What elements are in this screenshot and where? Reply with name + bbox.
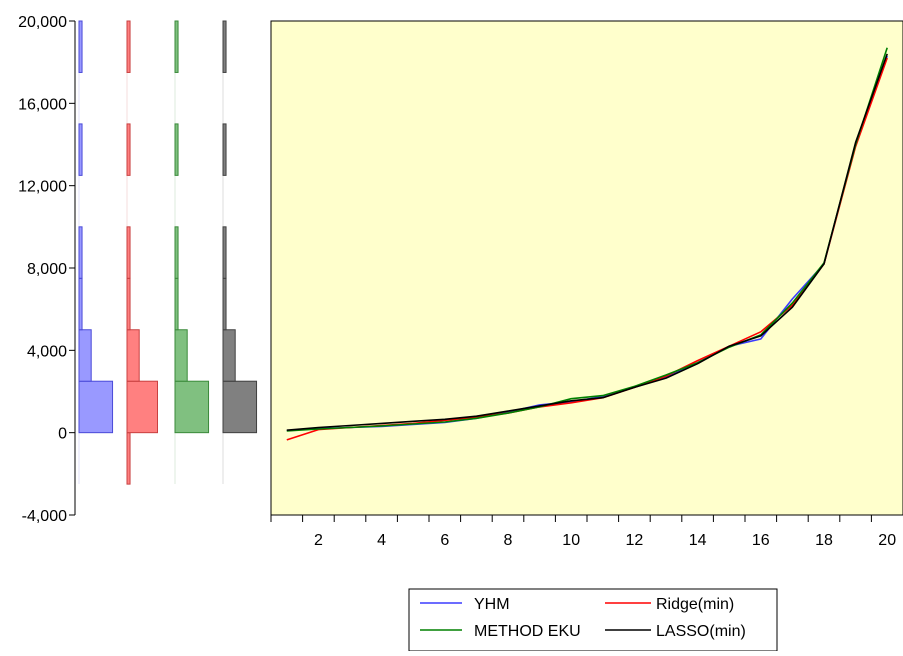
y-tick-label: 20,000 xyxy=(18,14,67,31)
x-axis: 2 4 6 8 10 12 14 16 18 20 xyxy=(271,515,896,549)
legend: YHM Ridge(min) METHOD EKU LASSO(min) xyxy=(409,589,777,651)
histogram-bar xyxy=(223,124,226,175)
y-tick-label: -4,000 xyxy=(22,508,67,525)
x-tick-label: 8 xyxy=(504,532,513,549)
histogram-yhm xyxy=(79,21,113,484)
histogram-bar xyxy=(175,21,178,72)
x-tick-label: 2 xyxy=(314,532,323,549)
x-tick-label: 14 xyxy=(689,532,707,549)
histogram-bar xyxy=(223,227,226,278)
histogram-bar xyxy=(79,278,82,329)
y-tick-label: 8,000 xyxy=(27,261,67,278)
histogram-bar xyxy=(79,227,82,278)
histogram-bar xyxy=(127,330,139,381)
histogram-bar xyxy=(79,21,82,72)
histogram-bar xyxy=(127,21,130,72)
histogram-bar xyxy=(223,330,235,381)
legend-label: METHOD EKU xyxy=(474,623,581,640)
legend-label: YHM xyxy=(474,596,510,613)
histogram-lasso-min- xyxy=(223,21,257,484)
x-tick-label: 10 xyxy=(562,532,580,549)
x-tick-label: 20 xyxy=(878,532,896,549)
x-tick-label: 4 xyxy=(377,532,386,549)
histogram-bar xyxy=(175,124,178,175)
histogram-bar xyxy=(79,381,113,432)
histogram-bar xyxy=(223,21,226,72)
histogram-bar xyxy=(79,124,82,175)
histogram-bar xyxy=(175,227,178,278)
x-tick-label: 18 xyxy=(815,532,833,549)
histogram-bar xyxy=(223,381,257,432)
legend-label: LASSO(min) xyxy=(656,623,746,640)
histogram-method-eku xyxy=(175,21,209,484)
histogram-bar xyxy=(127,227,130,278)
histogram-bar xyxy=(175,381,209,432)
x-tick-label: 12 xyxy=(626,532,644,549)
y-tick-label: 12,000 xyxy=(18,179,67,196)
histogram-bar xyxy=(223,278,226,329)
histogram-bar xyxy=(175,330,187,381)
x-tick-label: 16 xyxy=(752,532,770,549)
legend-label: Ridge(min) xyxy=(656,596,734,613)
histogram-bar xyxy=(175,278,178,329)
histograms xyxy=(79,21,257,484)
histogram-ridge-min- xyxy=(127,21,158,484)
y-tick-label: 16,000 xyxy=(18,96,67,113)
histogram-bar xyxy=(127,124,130,175)
y-tick-label: 0 xyxy=(58,426,67,443)
histogram-bar xyxy=(79,330,91,381)
plot-area xyxy=(271,21,903,515)
histogram-bar xyxy=(127,381,158,432)
histogram-bar xyxy=(127,433,130,484)
y-axis: -4,000 0 4,000 8,000 12,000 16,000 20,000 xyxy=(18,14,75,525)
x-tick-label: 6 xyxy=(440,532,449,549)
y-tick-label: 4,000 xyxy=(27,343,67,360)
histogram-bar xyxy=(127,278,130,329)
